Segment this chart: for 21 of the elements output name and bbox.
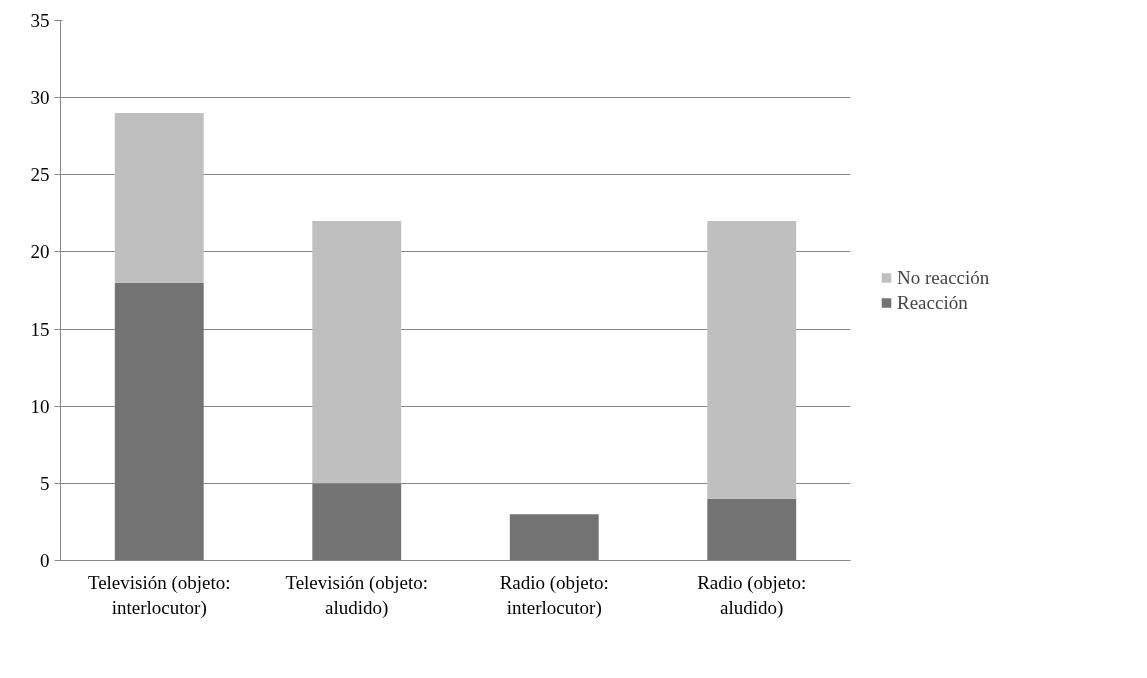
x-tick-label: Televisión (objeto: aludido) <box>285 571 429 619</box>
bar <box>312 221 402 484</box>
bar <box>707 498 797 561</box>
bar <box>114 282 204 561</box>
y-tick-label: 20 <box>30 241 50 263</box>
x-tick-label: Radio (objeto: aludido) <box>697 571 807 619</box>
bar <box>509 514 599 561</box>
legend-label: No reacción <box>897 266 990 289</box>
x-tick-label: Radio (objeto: interlocutor) <box>499 571 609 619</box>
y-tick-label: 10 <box>30 395 50 417</box>
y-tick-label: 25 <box>30 164 50 186</box>
bar <box>114 113 204 283</box>
y-tick-label: 15 <box>30 318 50 340</box>
y-tick-label: 0 <box>40 550 50 571</box>
bar <box>707 221 797 499</box>
y-tick-label: 35 <box>30 10 50 31</box>
y-tick-label: 5 <box>40 472 50 494</box>
bar <box>312 483 402 561</box>
x-tick-label: Televisión (objeto: interlocutor) <box>87 571 231 619</box>
legend-label: Reacción <box>897 291 968 314</box>
y-tick-label: 30 <box>30 87 50 109</box>
